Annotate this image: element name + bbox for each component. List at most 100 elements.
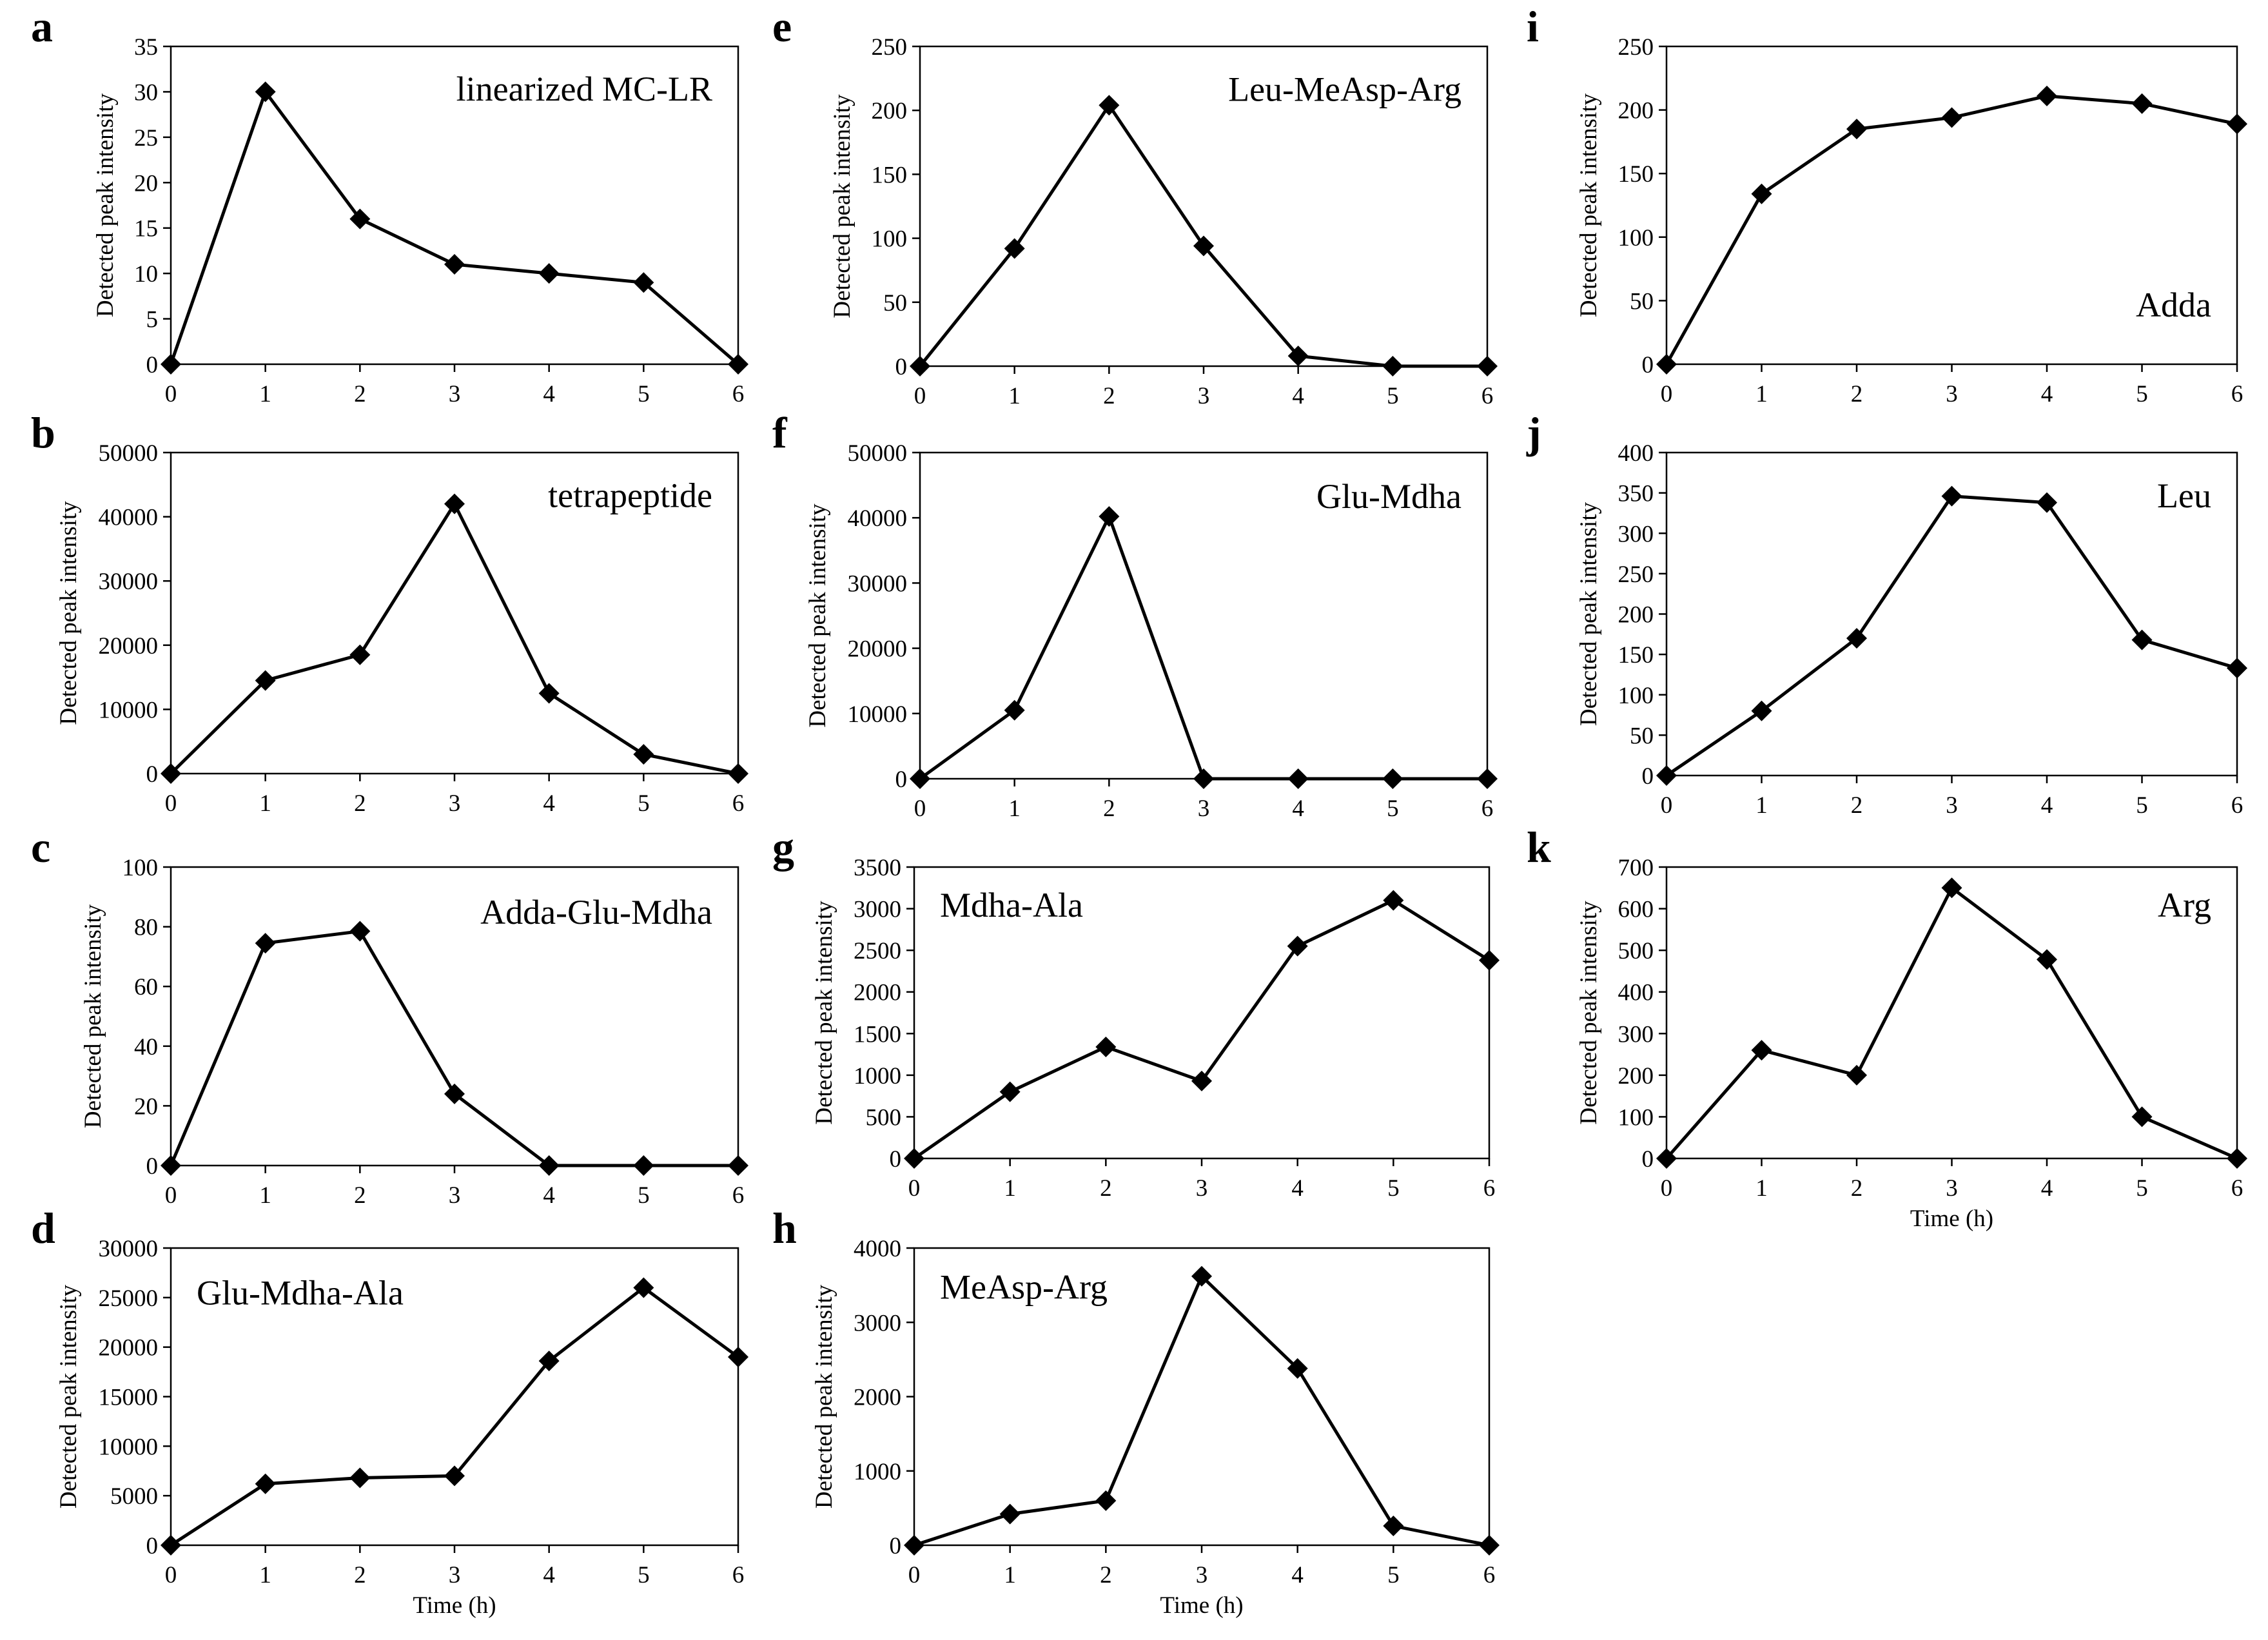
y-tick-label: 20 <box>134 1093 158 1120</box>
x-tick-label: 1 <box>1755 1175 1768 1202</box>
x-tick-label: 6 <box>2231 381 2244 407</box>
y-tick-label: 150 <box>872 162 908 188</box>
data-point <box>1191 1070 1212 1091</box>
y-tick-label: 0 <box>895 354 908 380</box>
data-point <box>255 670 276 691</box>
panel-letter: c <box>31 823 50 872</box>
data-point <box>1193 235 1214 257</box>
y-tick-label: 30000 <box>99 569 159 595</box>
data-point <box>255 933 276 954</box>
x-tick-label: 3 <box>1198 383 1210 409</box>
panel-letter: g <box>772 823 794 872</box>
y-tick-label: 100 <box>1618 683 1654 709</box>
panel-a: 0 5 10 15 20 25 30 35 0 1 2 3 4 5 6 Detected peak inten… <box>31 2 748 407</box>
panel-letter: e <box>772 2 792 51</box>
y-tick-label: 40 <box>134 1034 158 1060</box>
y-tick-label: 50000 <box>848 440 908 467</box>
y-tick-label: 50000 <box>99 440 159 467</box>
x-tick-label: 3 <box>1946 381 1958 407</box>
y-tick-label: 200 <box>1618 98 1654 124</box>
x-tick-label: 4 <box>543 381 555 407</box>
data-point <box>255 81 276 102</box>
x-tick-label: 6 <box>1483 1175 1496 1202</box>
x-tick-label: 4 <box>1292 796 1304 822</box>
data-point <box>1656 1148 1677 1169</box>
series-line <box>1665 494 2238 777</box>
y-tick-label: 600 <box>1618 897 1654 923</box>
panel-g: 0 500 1000 1500 2000 2500 3000 3500 0 1 2 3 4 5 6 Detec… <box>772 823 1500 1202</box>
y-tick-label: 25 <box>134 125 158 151</box>
y-tick-label: 3500 <box>854 855 901 881</box>
x-tick-label: 6 <box>1481 796 1494 822</box>
data-point <box>904 1148 924 1169</box>
x-tick-label: 1 <box>1008 796 1021 822</box>
x-tick-label: 2 <box>1103 796 1115 822</box>
data-point <box>633 272 654 293</box>
x-tick-label: 5 <box>638 1182 650 1209</box>
y-tick-label: 500 <box>1618 938 1654 964</box>
x-tick-label: 1 <box>1008 383 1021 409</box>
data-point <box>2131 93 2153 114</box>
x-tick-label: 6 <box>2231 1175 2244 1202</box>
data-point <box>2227 658 2247 679</box>
x-axis-label: Time (h) <box>1160 1592 1243 1619</box>
data-point <box>904 1535 924 1556</box>
data-point <box>1941 485 1962 507</box>
data-point <box>255 1473 276 1494</box>
x-tick-label: 0 <box>914 796 926 822</box>
x-tick-label: 5 <box>2136 381 2148 407</box>
panel-letter: d <box>31 1204 55 1253</box>
x-tick-label: 6 <box>732 381 745 407</box>
data-point <box>1656 765 1677 786</box>
data-point <box>1751 700 1772 721</box>
data-point <box>2227 1148 2247 1169</box>
data-point <box>1383 1516 1404 1537</box>
data-point <box>444 254 465 275</box>
x-tick-label: 3 <box>1946 792 1958 819</box>
data-point <box>1004 238 1025 259</box>
y-tick-label: 1000 <box>854 1063 901 1089</box>
x-tick-label: 6 <box>1483 1562 1496 1588</box>
data-point <box>1095 1036 1117 1057</box>
x-tick-label: 4 <box>543 790 555 817</box>
series-line <box>919 512 1487 781</box>
data-point <box>1477 356 1498 376</box>
x-tick-label: 1 <box>259 1562 271 1588</box>
x-tick-label: 3 <box>449 1562 461 1588</box>
data-point <box>910 356 930 376</box>
x-tick-label: 1 <box>259 790 271 817</box>
x-tick-label: 0 <box>165 381 177 407</box>
data-point <box>1099 95 1120 116</box>
panel-letter: i <box>1527 2 1539 51</box>
data-point <box>999 1081 1021 1102</box>
y-axis-label: Detected peak intensity <box>55 1284 82 1508</box>
series-line <box>169 88 739 366</box>
y-tick-label: 0 <box>890 1146 902 1173</box>
x-axis-label: Time (h) <box>413 1592 496 1619</box>
x-tick-label: 5 <box>638 381 650 407</box>
x-tick-label: 5 <box>1387 796 1399 822</box>
panel-c: 0 20 40 60 80 100 0 1 2 3 4 5 6 Detected peak intensi… <box>31 823 748 1209</box>
data-point <box>633 1155 654 1176</box>
panel-j: 0 50 100 150 200 250 300 350 400 0 1 2 3 4 5 6 Detected … <box>1526 408 2247 819</box>
y-axis-label: Detected peak intensity <box>1576 93 1602 317</box>
series-line <box>170 1285 739 1547</box>
x-tick-label: 5 <box>2136 792 2148 819</box>
data-point <box>1287 346 1309 367</box>
y-tick-label: 3000 <box>854 897 901 923</box>
x-tick-label: 6 <box>1481 383 1494 409</box>
series-line <box>170 500 739 776</box>
y-tick-label: 50 <box>1630 723 1654 749</box>
x-tick-label: 5 <box>1387 1175 1400 1202</box>
y-tick-label: 300 <box>1618 1021 1654 1048</box>
data-point <box>1382 768 1403 789</box>
y-tick-label: 80 <box>134 915 158 941</box>
x-tick-label: 4 <box>1291 1175 1304 1202</box>
panel-title: Leu-MeAsp-Arg <box>1228 70 1461 108</box>
x-tick-label: 0 <box>908 1175 921 1202</box>
y-tick-label: 20000 <box>99 633 159 659</box>
x-tick-label: 2 <box>1103 383 1115 409</box>
data-point <box>1751 183 1772 204</box>
y-axis-label: Detected peak intensity <box>811 1284 837 1508</box>
